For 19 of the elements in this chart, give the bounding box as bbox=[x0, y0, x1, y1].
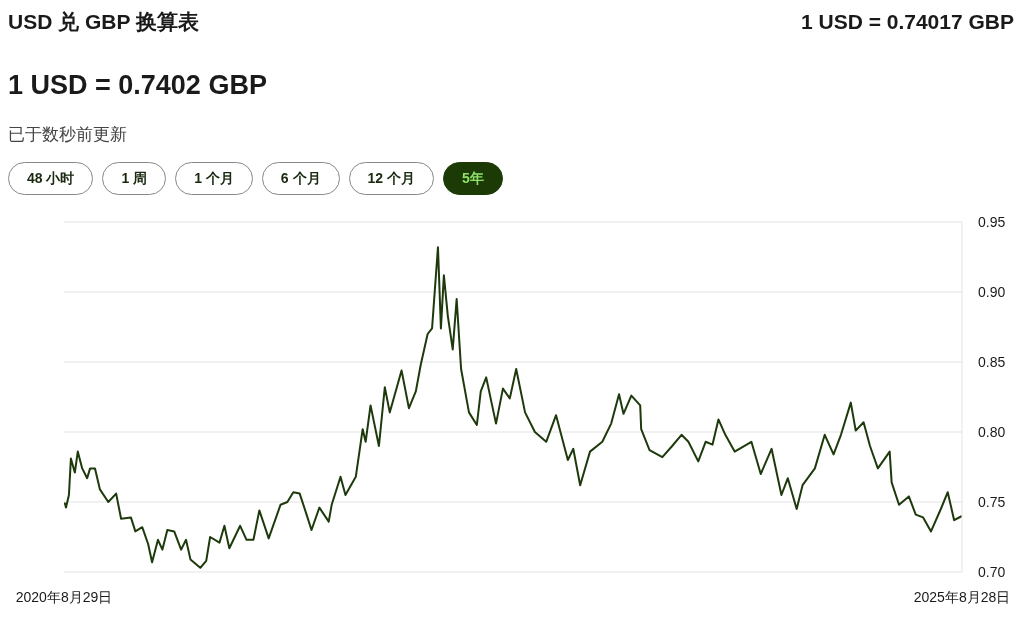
chart-title: USD 兑 GBP 换算表 bbox=[8, 9, 199, 35]
text: 已于数秒前更新 bbox=[8, 124, 128, 146]
x-tick-label: 2025年8月28日 bbox=[913, 588, 1011, 605]
y-tick-label: 0.90 bbox=[978, 283, 1006, 300]
text: 48 小时 bbox=[8, 162, 94, 195]
text: 1 个月 bbox=[175, 162, 253, 195]
text: 5年 bbox=[443, 162, 503, 195]
y-tick-label: 0.95 bbox=[978, 213, 1006, 230]
chart-subtitle: 1 USD = 0.7402 GBP bbox=[8, 70, 268, 101]
y-tick-label: 0.85 bbox=[978, 353, 1006, 370]
y-tick-label: 0.70 bbox=[978, 563, 1006, 580]
y-tick-label: 0.75 bbox=[978, 493, 1006, 510]
x-tick-label: 2020年8月29日 bbox=[15, 588, 113, 605]
y-tick-label: 0.80 bbox=[978, 423, 1006, 440]
text: 12 个月 bbox=[348, 162, 434, 195]
text: 6 个月 bbox=[261, 162, 340, 195]
text: 1 USD = 0.74017 GBP bbox=[800, 10, 1014, 34]
line-series bbox=[64, 246, 962, 569]
text: 1 周 bbox=[102, 162, 167, 195]
